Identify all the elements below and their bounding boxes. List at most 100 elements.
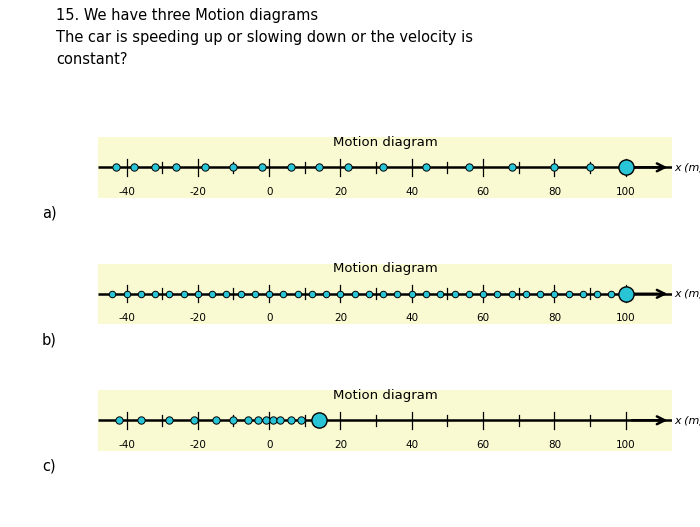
Point (549, 290, 560, 298)
Point (106, 290, 118, 298)
Point (171, 163, 182, 172)
Point (578, 290, 589, 298)
Text: -40: -40 (118, 314, 135, 324)
Point (421, 290, 432, 298)
Point (193, 290, 204, 298)
Point (114, 416, 125, 425)
Point (267, 416, 279, 425)
Text: 100: 100 (616, 314, 636, 324)
Point (220, 290, 232, 298)
Point (506, 290, 517, 298)
Point (210, 416, 221, 425)
Text: c): c) (42, 458, 55, 473)
Point (314, 163, 325, 172)
Text: 60: 60 (477, 440, 489, 450)
Point (228, 416, 239, 425)
Point (135, 416, 146, 425)
Point (164, 416, 175, 425)
Point (406, 290, 417, 298)
Point (249, 290, 260, 298)
Point (199, 163, 211, 172)
Text: 60: 60 (477, 187, 489, 197)
Text: 40: 40 (405, 314, 419, 324)
Point (421, 163, 432, 172)
Point (278, 290, 289, 298)
Text: Motion diagram: Motion diagram (332, 136, 438, 149)
Point (477, 290, 489, 298)
Text: 15. We have three Motion diagrams
The car is speeding up or slowing down or the : 15. We have three Motion diagrams The ca… (56, 8, 473, 67)
Point (435, 290, 446, 298)
Point (307, 290, 318, 298)
Point (149, 163, 160, 172)
Text: 20: 20 (334, 440, 347, 450)
Point (228, 163, 239, 172)
Point (563, 290, 574, 298)
Point (178, 290, 189, 298)
Point (263, 290, 274, 298)
Point (295, 416, 307, 425)
Text: 80: 80 (548, 314, 561, 324)
Point (242, 416, 253, 425)
Text: 80: 80 (548, 187, 561, 197)
Point (253, 416, 264, 425)
Point (592, 290, 603, 298)
Text: -40: -40 (118, 187, 135, 197)
Point (285, 416, 296, 425)
Point (584, 163, 596, 172)
Text: -20: -20 (190, 187, 206, 197)
Point (256, 163, 267, 172)
Point (128, 163, 139, 172)
Point (377, 290, 388, 298)
Point (463, 290, 475, 298)
Text: 100: 100 (616, 440, 636, 450)
Text: x (m): x (m) (674, 289, 700, 299)
Text: Motion diagram: Motion diagram (332, 389, 438, 402)
Point (189, 416, 200, 425)
Point (135, 290, 146, 298)
Point (449, 290, 460, 298)
Text: 0: 0 (266, 440, 272, 450)
Text: 40: 40 (405, 187, 419, 197)
Point (149, 290, 160, 298)
Text: -20: -20 (190, 314, 206, 324)
Text: Motion diagram: Motion diagram (332, 262, 438, 276)
Point (292, 290, 303, 298)
Point (274, 416, 286, 425)
Text: 20: 20 (334, 314, 347, 324)
Point (314, 416, 325, 425)
Point (535, 290, 546, 298)
Point (110, 163, 121, 172)
Point (463, 163, 475, 172)
Point (335, 290, 346, 298)
Text: x (m): x (m) (674, 162, 700, 172)
Point (520, 290, 531, 298)
Point (121, 290, 132, 298)
Point (260, 416, 271, 425)
Point (164, 290, 175, 298)
Point (285, 163, 296, 172)
Point (377, 163, 388, 172)
Text: b): b) (42, 332, 57, 347)
Point (206, 290, 218, 298)
Point (363, 290, 374, 298)
Text: -40: -40 (118, 440, 135, 450)
Point (491, 290, 503, 298)
Text: -20: -20 (190, 440, 206, 450)
Point (235, 290, 246, 298)
Point (321, 290, 332, 298)
Point (606, 290, 617, 298)
Point (392, 290, 403, 298)
Point (349, 290, 360, 298)
Text: 20: 20 (334, 187, 347, 197)
Point (620, 290, 631, 298)
Text: 100: 100 (616, 187, 636, 197)
Point (620, 163, 631, 172)
Point (549, 163, 560, 172)
Point (342, 163, 354, 172)
Text: x (m): x (m) (674, 415, 700, 425)
Text: 60: 60 (477, 314, 489, 324)
Text: 80: 80 (548, 440, 561, 450)
Point (506, 163, 517, 172)
Text: 40: 40 (405, 440, 419, 450)
Text: 0: 0 (266, 314, 272, 324)
